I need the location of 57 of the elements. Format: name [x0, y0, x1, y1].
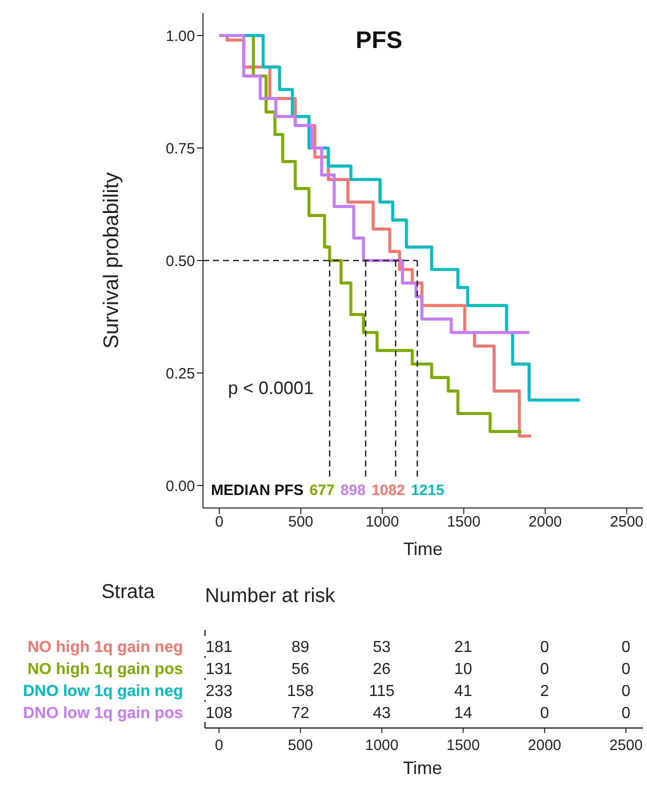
y-axis-title: Survival probability	[100, 172, 123, 349]
data-label: 14	[454, 705, 472, 722]
data-label: 0	[622, 705, 631, 722]
data-label: 53	[372, 639, 391, 656]
y-tick-label: NO high 1q gain pos	[27, 661, 184, 678]
ref-line-label: 1215	[410, 482, 444, 499]
text: PFS	[356, 27, 402, 54]
data-label: 0	[622, 683, 631, 700]
data-label: 56	[292, 661, 310, 678]
y-tick-label: 0.00	[166, 478, 195, 495]
data-label: 0	[622, 639, 631, 656]
data-label: 10	[454, 661, 472, 678]
y-tick-label: 0.75	[166, 140, 195, 158]
data-label: 43	[372, 705, 391, 722]
data-label: 115	[369, 683, 395, 700]
data-label: 2	[540, 683, 550, 700]
x-tick-label: 1000	[365, 737, 398, 754]
y-tick-label: NO high 1q gain neg	[27, 639, 183, 656]
x-tick-label: 1500	[447, 514, 480, 531]
data-label: 0	[622, 661, 631, 678]
annotation: MEDIAN PFS	[211, 482, 304, 499]
data-label: 72	[292, 705, 310, 722]
data-label: 233	[206, 683, 232, 700]
data-label: 0	[540, 705, 550, 722]
ref-line-label: 677	[310, 482, 335, 499]
x-tick-label: 2000	[528, 514, 562, 531]
x-tick-label: 1000	[366, 514, 399, 531]
data-label: 158	[287, 683, 314, 700]
data-label: 181	[206, 639, 232, 656]
y-tick-label: DNO low 1q gain neg	[22, 683, 183, 700]
y-axis-title: Strata	[101, 581, 156, 603]
x-tick-label: 2500	[609, 737, 643, 754]
x-tick-label: 1500	[446, 737, 480, 754]
data-label: 21	[454, 639, 472, 656]
ref-line-label: 898	[340, 482, 366, 499]
x-axis-title: Time	[402, 758, 442, 778]
x-tick-label: 500	[288, 737, 313, 754]
x-tick-label: 0	[214, 737, 224, 754]
x-tick-label: 0	[215, 514, 224, 531]
y-tick-label: 0.50	[166, 252, 195, 270]
y-tick-label: DNO low 1q gain pos	[22, 705, 184, 722]
data-label: 26	[372, 661, 391, 678]
y-tick-label: 0.25	[166, 365, 195, 382]
data-label: 89	[292, 639, 310, 656]
chart-title: Number at risk	[205, 585, 336, 607]
x-tick-label: 500	[288, 514, 314, 531]
x-tick-label: 2500	[610, 514, 644, 531]
data-label: 0	[540, 661, 550, 678]
data-label: 108	[206, 705, 232, 722]
x-tick-label: 2000	[528, 737, 562, 754]
data-label: 0	[540, 639, 550, 656]
x-axis-title: Time	[403, 539, 443, 559]
ref-line-label: 1082	[372, 482, 405, 499]
y-tick-label: 1.00	[166, 28, 195, 45]
annotation: p < 0.0001	[228, 378, 314, 398]
data-label: 131	[206, 661, 232, 678]
data-label: 41	[454, 683, 472, 700]
